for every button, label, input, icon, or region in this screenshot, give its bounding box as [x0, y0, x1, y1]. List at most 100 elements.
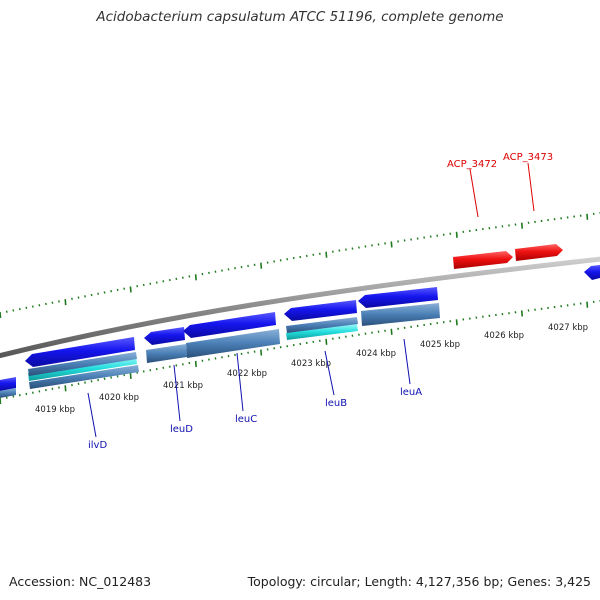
- minor-tick: [201, 359, 204, 362]
- minor-tick: [149, 282, 152, 285]
- steel-feature: [28, 352, 137, 376]
- cds-arrow: [0, 377, 16, 391]
- cyan-feature: [286, 324, 358, 340]
- tick-label: 4027 kbp: [548, 323, 588, 333]
- minor-tick: [175, 277, 178, 281]
- minor-tick: [31, 391, 34, 394]
- minor-tick: [266, 261, 269, 264]
- leader-leuA: [403, 338, 411, 385]
- gene-label-leuB: leuB: [325, 398, 347, 409]
- minor-tick: [494, 226, 497, 229]
- tick-label: 4021 kbp: [163, 381, 203, 391]
- minor-tick: [560, 217, 563, 220]
- minor-tick: [423, 236, 426, 239]
- minor-tick: [201, 272, 204, 276]
- minor-tick: [279, 346, 282, 349]
- minor-tick: [514, 311, 517, 314]
- minor-tick: [331, 337, 334, 340]
- leader-leuB: [324, 350, 335, 396]
- major-tick: [325, 251, 328, 258]
- minor-tick: [168, 278, 171, 282]
- minor-tick: [501, 225, 504, 228]
- minor-tick: [514, 223, 517, 226]
- minor-tick: [410, 325, 413, 329]
- minor-tick: [540, 219, 543, 223]
- minor-tick: [592, 300, 595, 304]
- minor-tick: [279, 259, 282, 262]
- gene-label-leuD: leuD: [170, 424, 193, 435]
- cds-arrow-ACP_3473: [515, 244, 563, 261]
- minor-tick: [449, 320, 452, 323]
- minor-tick: [429, 235, 432, 238]
- minor-tick: [371, 331, 373, 334]
- minor-tick: [214, 270, 217, 273]
- minor-tick: [142, 283, 145, 287]
- minor-tick: [475, 316, 478, 319]
- minor-tick: [566, 304, 569, 307]
- minor-tick: [338, 336, 341, 339]
- minor-tick: [547, 218, 550, 222]
- major-tick: [64, 385, 67, 392]
- cds-arrow: [183, 312, 276, 338]
- minor-tick: [273, 260, 276, 263]
- minor-tick: [84, 295, 86, 298]
- cds-arrow: [584, 265, 600, 280]
- minor-tick: [221, 356, 223, 359]
- minor-tick: [5, 310, 8, 313]
- minor-tick: [12, 309, 15, 312]
- major-tick: [0, 311, 2, 319]
- minor-tick: [442, 233, 445, 236]
- minor-tick: [566, 216, 569, 219]
- cds-arrow: [284, 300, 357, 321]
- major-tick: [520, 222, 524, 229]
- minor-tick: [51, 387, 54, 391]
- minor-tick: [553, 218, 556, 221]
- minor-tick: [286, 344, 289, 348]
- minor-tick: [494, 313, 497, 317]
- minor-tick: [110, 290, 113, 293]
- minor-tick: [397, 327, 400, 330]
- cds-arrow: [25, 337, 135, 367]
- minor-tick: [97, 292, 100, 295]
- minor-tick: [305, 254, 308, 258]
- minor-tick: [553, 305, 556, 309]
- minor-tick: [123, 373, 126, 377]
- minor-tick: [312, 253, 315, 257]
- minor-tick: [384, 329, 386, 332]
- major-tick: [194, 360, 197, 367]
- gene-label-ACP_3472: ACP_3472: [447, 159, 497, 170]
- leader-ilvD: [87, 392, 97, 438]
- minor-tick: [403, 239, 406, 242]
- minor-tick: [508, 224, 510, 227]
- major-tick: [325, 338, 328, 345]
- minor-tick: [136, 285, 139, 288]
- minor-tick: [58, 300, 60, 303]
- minor-tick: [90, 380, 93, 383]
- steel-feature: [29, 365, 139, 389]
- minor-tick: [416, 324, 419, 328]
- minor-tick: [573, 215, 576, 218]
- minor-tick: [44, 388, 47, 392]
- minor-tick: [534, 308, 536, 311]
- minor-tick: [579, 214, 582, 217]
- major-tick: [129, 372, 132, 379]
- genome-backbone: [0, 256, 600, 359]
- minor-tick: [175, 364, 178, 367]
- minor-tick: [299, 255, 302, 259]
- minor-tick: [592, 212, 595, 216]
- minor-tick: [71, 297, 73, 301]
- cds-arrow-ACP_3472: [453, 251, 513, 269]
- minor-tick: [227, 268, 230, 271]
- minor-tick: [188, 361, 191, 365]
- minor-tick: [286, 258, 289, 261]
- minor-tick: [377, 330, 380, 333]
- minor-tick: [436, 234, 439, 237]
- minor-tick: [468, 229, 471, 233]
- minor-tick: [188, 275, 191, 278]
- steel-feature: [286, 317, 358, 333]
- minor-tick: [358, 333, 360, 336]
- minor-tick: [247, 264, 250, 268]
- minor-tick: [527, 309, 530, 312]
- minor-tick: [429, 322, 432, 326]
- major-tick: [455, 319, 458, 326]
